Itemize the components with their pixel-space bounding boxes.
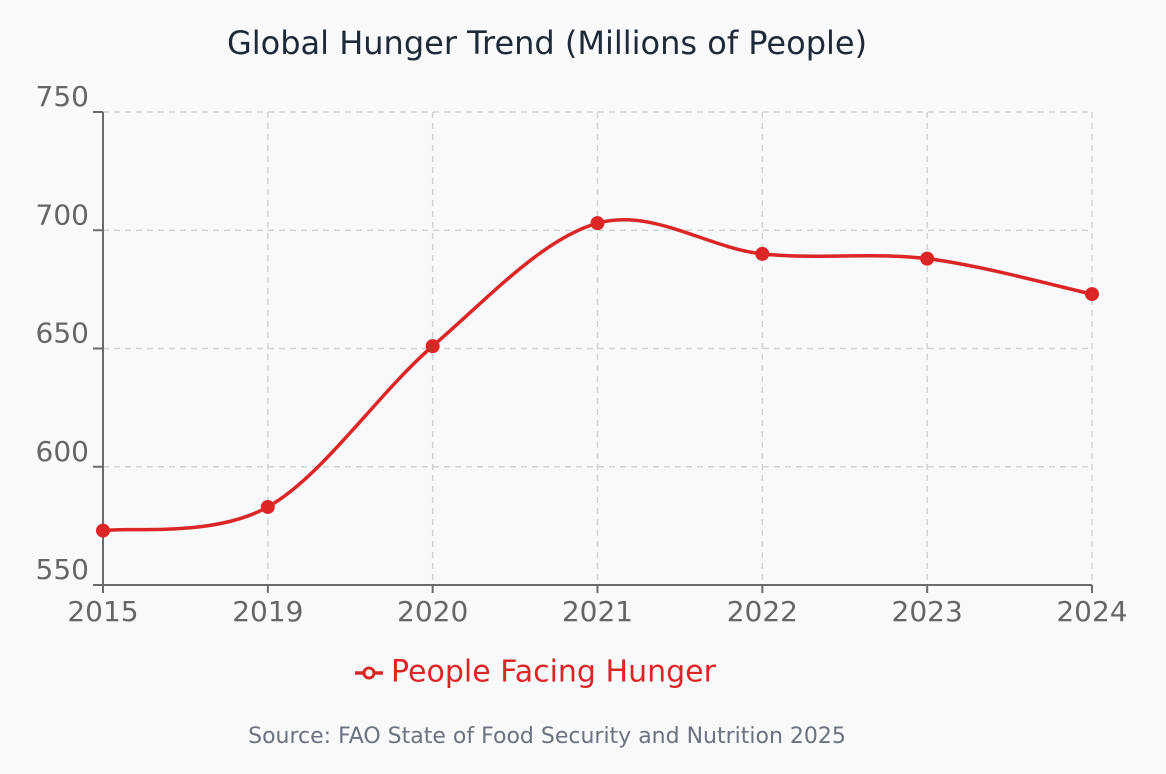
legend-marker (362, 666, 376, 680)
x-tick-label: 2020 (397, 595, 468, 628)
point (1085, 287, 1099, 302)
x-tick-label: 2023 (892, 595, 963, 628)
y-tick-label: 600 (36, 435, 89, 468)
chart-title: Global Hunger Trend (Millions of People) (227, 24, 867, 62)
legend-label: People Facing Hunger (391, 655, 717, 690)
point (755, 246, 770, 261)
point (590, 216, 605, 231)
x-tick-label: 2015 (67, 595, 138, 628)
point (260, 499, 275, 514)
y-tick-label: 750 (36, 80, 89, 113)
x-tick-label: 2021 (562, 595, 633, 628)
x-tick-label: 2024 (1056, 595, 1127, 628)
y-tick-label: 700 (36, 198, 89, 231)
x-tick-label: 2022 (727, 595, 798, 628)
x-tick-label: 2019 (232, 595, 303, 628)
point (96, 523, 110, 538)
y-tick-label: 650 (36, 317, 89, 350)
source-note: Source: FAO State of Food Security and N… (248, 724, 846, 749)
point (920, 251, 935, 266)
point (425, 339, 440, 354)
y-tick-label: 550 (36, 553, 89, 586)
